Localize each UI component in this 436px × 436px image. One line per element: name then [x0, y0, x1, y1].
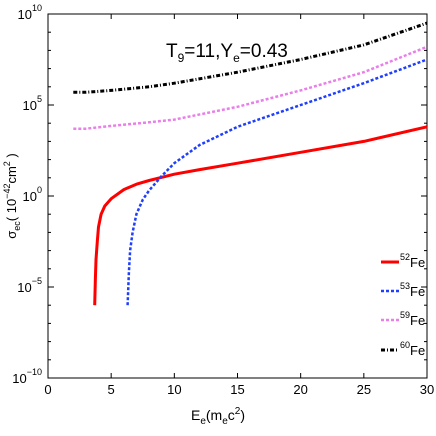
annotation-T-sub: 9 [178, 51, 185, 65]
x-label-sub2: e [222, 416, 228, 427]
conditions-annotation: T9=11,Ye=0.43 [166, 41, 288, 65]
x-label-sup: 2 [235, 406, 241, 417]
annotation-T: T [166, 41, 178, 62]
annotation-Y: Y [220, 41, 233, 62]
y-label-unit-sup: 2 [2, 161, 12, 166]
x-tick-labels: 0 5 10 15 20 25 30 [44, 382, 434, 397]
x-label-sub1: e [200, 416, 206, 427]
y-label-close: ) [4, 153, 19, 161]
x-label-tail: c [228, 407, 235, 423]
annotation-Y-sub: e [233, 51, 240, 65]
y-label-sup: −42 [2, 184, 12, 199]
legend-label: 59Fe [400, 310, 425, 328]
y-tick-label: 100 [23, 185, 42, 204]
plot-frame [47, 13, 428, 379]
annotation-Y-value: =0.43 [240, 41, 288, 62]
x-label-close: ) [240, 407, 245, 423]
x-tick-label: 20 [293, 382, 307, 397]
series-line-60fe [73, 21, 428, 94]
x-tick-label: 15 [230, 382, 244, 397]
y-tick-label: 10−5 [17, 276, 42, 295]
x-label-main: E [191, 407, 200, 423]
x-axis-label: Ee(mec2) [191, 406, 245, 427]
series-layer [73, 21, 428, 306]
series-line-59fe [73, 45, 428, 130]
x-tick-label: 0 [44, 382, 51, 397]
y-label-main: σ [4, 231, 19, 239]
y-label-sub: ec [12, 221, 22, 231]
series-line-53fe [126, 58, 428, 306]
y-tick-label: 105 [23, 94, 42, 113]
y-axis-label: σec( 10−42cm2 ) [2, 153, 22, 239]
x-label-mid: (m [206, 407, 222, 423]
legend-label: 52Fe [400, 252, 425, 270]
y-tick-label: 10−10 [12, 367, 42, 386]
x-tick-label: 10 [167, 382, 181, 397]
annotation-T-value: =11, [184, 41, 220, 62]
legend-label: 60Fe [400, 340, 425, 358]
legend-label: 53Fe [400, 281, 425, 299]
y-label-paren: ( 10 [4, 199, 19, 221]
y-tick-labels: 10−10 10−5 100 105 1010 [12, 3, 42, 386]
x-tick-label: 25 [357, 382, 371, 397]
series-line-52fe [93, 125, 428, 306]
x-tick-label: 30 [420, 382, 434, 397]
y-label-unit: cm [4, 166, 19, 183]
x-tick-label: 5 [108, 382, 115, 397]
axis-ticks [47, 13, 428, 379]
y-tick-label: 1010 [18, 3, 42, 22]
legend: 52Fe 53Fe 59Fe 60Fe [381, 252, 425, 358]
